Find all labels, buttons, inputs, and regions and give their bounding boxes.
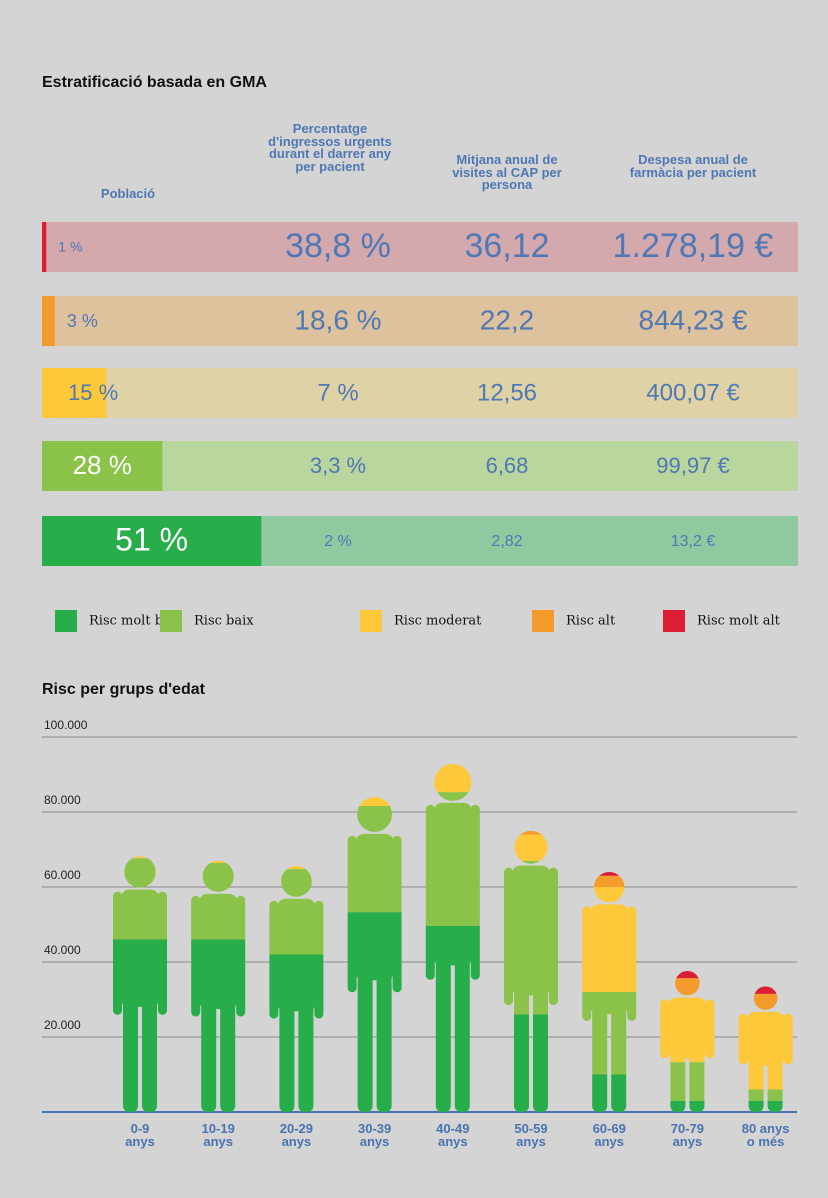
legend-label: Risc moderat [394,614,482,629]
cell-value: 3,3 % [310,453,366,478]
bar-segment [660,978,715,995]
bar-segment [191,863,246,940]
population-bar [42,368,107,418]
cell-value: 36,12 [464,227,549,265]
legend-swatch [360,610,382,632]
bar-segment [504,834,558,861]
bar-segment [738,993,793,1011]
bar-segment [660,1062,715,1101]
population-bar [42,296,55,346]
bar-segment [113,856,167,859]
bar-segment [269,954,324,1112]
population-label: 28 % [73,450,132,480]
cell-value: 1.278,19 € [613,227,774,265]
cell-value: 38,8 % [285,227,391,265]
bar-segment [113,939,167,1112]
x-tick-label: 70-79 anys [670,1121,705,1149]
cell-value: 13,2 € [671,533,716,550]
bar-segment [504,860,558,1015]
bar-segment [582,887,637,992]
chart-title: Risc per grups d'edat [42,681,206,698]
population-bar [42,441,163,491]
legend-swatch [55,610,77,632]
population-bar [42,222,47,272]
x-tick-label: 40-49 anys [436,1121,470,1149]
legend-label: Risc molt alt [697,614,781,629]
population-label: 1 % [58,239,82,255]
x-tick-label: 20-29 anys [279,1121,314,1149]
bar-segment [113,858,167,940]
legend-swatch [532,610,554,632]
cell-value: 12,56 [477,379,537,406]
row-background [42,441,798,491]
bar-segment [660,971,715,979]
y-tick-label: 40.000 [44,943,81,957]
legend-swatch [663,610,685,632]
column-header: Despesa anual de farmàcia per pacient [629,152,757,180]
legend-label: Risc baix [194,614,254,629]
x-tick-label: 30-39 anys [357,1121,392,1149]
population-label: 51 % [115,521,188,557]
bar-segment [582,1074,637,1112]
bar-segment [738,1089,793,1101]
bar-segment [347,806,402,913]
bar-segment [660,1100,715,1112]
bar-segment [582,872,637,876]
legend-label: Risc molt baix [89,614,183,629]
population-label: 15 % [68,380,118,405]
cell-value: 844,23 € [639,304,748,335]
population-bar [42,516,262,566]
x-tick-label: 50-59 anys [514,1121,548,1149]
y-tick-label: 80.000 [44,793,81,807]
legend-label: Risc alt [566,614,616,629]
bar-segment [191,860,246,863]
row-background [42,368,798,418]
bar-segment [582,992,637,1075]
population-label: 3 % [67,311,98,331]
row-background [42,222,798,272]
bar-segment [269,869,324,955]
bar-segment [738,986,793,994]
x-tick-label: 10-19 anys [201,1121,235,1149]
column-header: Població [100,186,156,201]
bar-segment [191,939,246,1112]
bar-segment [660,995,715,1063]
x-tick-label: 60-69 anys [592,1121,626,1149]
bar-segment [504,1014,558,1112]
y-tick-label: 100.000 [44,718,88,732]
bar-segment [738,1010,793,1090]
cell-value: 18,6 % [294,304,381,335]
bar-segment [738,1100,793,1112]
bar-segment [582,875,637,887]
cell-value: 99,97 € [656,453,729,478]
bar-segment [504,830,558,835]
bar-segment [425,926,480,1112]
y-tick-label: 60.000 [44,868,81,882]
bar-segment [269,866,324,869]
x-tick-label: 0-9 anys [125,1121,155,1149]
cell-value: 400,07 € [646,379,740,406]
row-background [42,296,798,346]
bar-segment [347,912,402,1112]
cell-value: 2,82 [491,533,522,550]
cell-value: 2 % [324,533,352,550]
bar-segment [347,797,402,806]
x-tick-label: 80 anys o més [741,1121,790,1149]
column-header: Percentatge d'ingressos urgents durant e… [268,121,392,174]
cell-value: 6,68 [486,453,529,478]
bar-segment [425,792,480,926]
y-tick-label: 20.000 [44,1018,81,1032]
cell-value: 22,2 [480,304,535,335]
section-title: Estratificació basada en GMA [42,74,267,91]
column-header: Mitjana anual de visites al CAP per pers… [452,152,562,192]
legend-swatch [160,610,182,632]
bar-segment [425,764,480,793]
cell-value: 7 % [317,379,358,406]
